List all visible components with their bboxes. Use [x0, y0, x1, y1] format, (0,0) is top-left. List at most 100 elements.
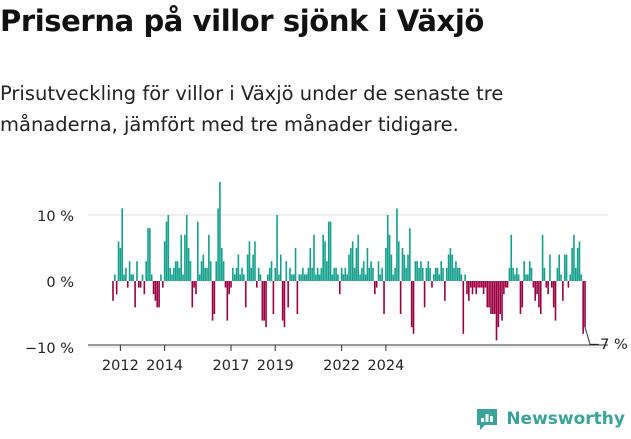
bar	[455, 261, 457, 281]
bar	[486, 281, 489, 308]
bar	[431, 281, 433, 288]
bar	[361, 267, 363, 281]
bar	[541, 234, 544, 281]
bar	[161, 281, 164, 288]
bar	[219, 182, 221, 281]
bar	[477, 281, 479, 288]
bar	[405, 267, 407, 281]
bar	[549, 254, 551, 281]
bar	[147, 228, 149, 281]
bar	[222, 261, 225, 281]
bar	[403, 254, 406, 281]
bar	[130, 274, 133, 281]
x-tick-label: 2017	[213, 358, 250, 374]
bar	[368, 267, 371, 281]
bar	[243, 274, 245, 281]
bar	[506, 281, 509, 288]
bar	[514, 274, 516, 281]
bar	[254, 241, 256, 281]
bar	[436, 267, 439, 281]
bar	[112, 281, 114, 301]
bar	[117, 241, 120, 281]
bar	[329, 221, 332, 281]
bar	[121, 208, 124, 281]
bar	[268, 267, 271, 281]
bar	[480, 281, 483, 288]
bar	[241, 267, 243, 281]
bar	[464, 274, 466, 281]
bar	[215, 261, 218, 281]
y-axis-ticks: 10 % 0 % −10 %	[25, 209, 74, 357]
brand-name: Newsworthy	[506, 409, 625, 429]
bar	[567, 281, 570, 288]
last-value-connector	[584, 327, 591, 345]
bar	[501, 281, 503, 321]
brand-logo[interactable]: Newsworthy	[475, 407, 625, 431]
bar	[123, 274, 125, 281]
bar	[385, 248, 387, 281]
bar	[545, 281, 548, 288]
bar	[220, 248, 223, 281]
bar	[326, 261, 328, 281]
bar	[458, 267, 461, 281]
chart-subtitle: Prisutveckling för villor i Växjö under …	[0, 82, 504, 136]
bar	[399, 281, 402, 314]
bar	[292, 274, 295, 281]
bar	[534, 281, 537, 301]
bar	[338, 281, 341, 295]
bar	[163, 241, 166, 281]
bar	[375, 281, 378, 288]
bar	[552, 281, 555, 308]
bar	[462, 281, 465, 334]
bar	[193, 281, 195, 288]
bar	[427, 261, 430, 281]
bar	[331, 274, 334, 281]
bar	[278, 274, 280, 281]
bar	[138, 281, 140, 288]
bar	[374, 281, 376, 295]
bar	[167, 215, 170, 281]
bar	[362, 261, 365, 281]
bar	[573, 234, 575, 281]
bar	[543, 267, 546, 281]
bar	[409, 228, 411, 281]
bar	[259, 274, 262, 281]
bar	[256, 281, 258, 288]
bar	[173, 267, 175, 281]
bar	[447, 254, 450, 281]
bar	[366, 248, 369, 281]
bar	[272, 281, 275, 314]
bar	[425, 267, 428, 281]
bar	[233, 274, 236, 281]
bar	[184, 234, 186, 281]
bar	[115, 281, 118, 295]
bar	[392, 274, 395, 281]
x-axis-ticks: 2012 2014 2017 2019 2022 2024	[102, 345, 404, 374]
bar	[401, 248, 404, 281]
bar	[515, 267, 518, 281]
bar	[128, 261, 131, 281]
bar	[204, 267, 206, 281]
gridlines	[88, 214, 608, 348]
bar	[456, 267, 459, 281]
bar	[263, 281, 265, 321]
bar	[440, 261, 442, 281]
bar	[353, 267, 356, 281]
bar	[530, 267, 533, 281]
bar	[578, 241, 581, 281]
newsworthy-icon	[477, 409, 498, 430]
bar	[294, 248, 297, 281]
bar	[333, 267, 336, 281]
bar	[305, 274, 308, 281]
bar	[235, 267, 238, 281]
bar	[149, 228, 151, 281]
bar	[180, 234, 183, 281]
bar	[191, 281, 194, 308]
bar	[178, 267, 181, 281]
bar	[318, 274, 321, 281]
bar	[350, 248, 352, 281]
bar	[397, 241, 400, 281]
bar	[134, 281, 136, 308]
bar	[582, 281, 584, 334]
bar	[257, 267, 260, 281]
